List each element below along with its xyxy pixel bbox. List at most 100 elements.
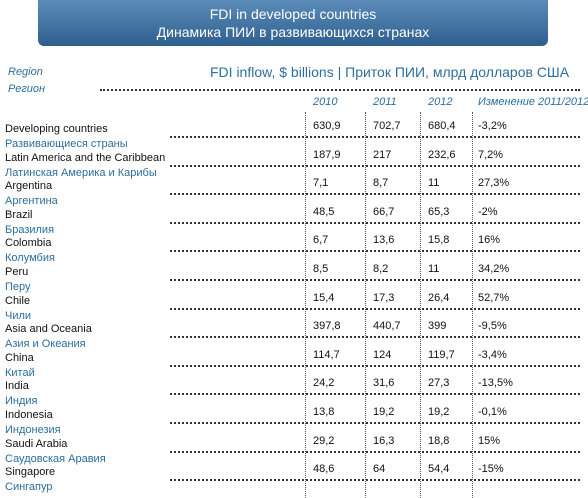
- cell: 15,8: [428, 234, 450, 247]
- header-banner: [38, 0, 548, 46]
- column-separator: [305, 112, 306, 498]
- cell: 11: [428, 263, 440, 275]
- region-label: Region: [8, 66, 43, 78]
- cell: 7,1: [313, 177, 329, 190]
- cell: 48,5: [313, 205, 335, 218]
- row-divider: [170, 221, 580, 224]
- cell: 29,2: [313, 434, 335, 447]
- row-divider: [170, 422, 580, 424]
- cell: 27,3: [428, 377, 450, 390]
- column-separator: [420, 112, 421, 498]
- row-divider: [170, 250, 580, 253]
- row-divider: [170, 336, 580, 339]
- column-header: Изменение 2011/2012: [478, 96, 588, 108]
- row-name: Saudi Arabia: [5, 437, 68, 450]
- cell: 52,7%: [478, 291, 510, 304]
- cell: 65,3: [428, 205, 450, 218]
- cell: 114,7: [313, 348, 340, 361]
- cell: 702,7: [373, 120, 401, 132]
- row-divider: [170, 393, 580, 396]
- row-name-ru: Китай: [5, 366, 35, 379]
- cell: 124: [373, 348, 392, 361]
- row-name: Indonesia: [5, 409, 53, 421]
- row-divider: [170, 364, 580, 367]
- cell: 15,4: [313, 291, 335, 304]
- cell: 64: [373, 463, 386, 476]
- caption: FDI inflow, $ billions | Приток ПИИ, млр…: [210, 64, 570, 80]
- cell: -3,2%: [478, 120, 507, 132]
- row-name-ru: Азия и Океания: [5, 338, 86, 351]
- divider: [100, 89, 580, 91]
- row-name: Peru: [5, 266, 29, 278]
- row-name-ru: Колумбия: [5, 252, 55, 265]
- row-divider: [170, 164, 580, 167]
- column-header: 2011: [373, 96, 397, 108]
- cell: 119,7: [428, 348, 455, 361]
- cell: -2%: [478, 205, 498, 218]
- row-name: Chile: [5, 294, 31, 307]
- cell: 19,2: [428, 406, 450, 418]
- cell: 27,3%: [478, 177, 510, 190]
- cell: 8,2: [373, 263, 389, 275]
- column-header: 2010: [313, 96, 338, 108]
- cell: 54,4: [428, 463, 450, 476]
- column-header: 2012: [428, 96, 453, 108]
- cell: 31,6: [373, 377, 395, 390]
- cell: 24,2: [313, 377, 335, 390]
- title: FDI in developed countries: [209, 6, 377, 22]
- row-name: Singapore: [5, 466, 56, 479]
- row-name: Asia and Oceania: [5, 323, 92, 336]
- row-name-ru: Бразилия: [5, 223, 55, 236]
- cell: -0,1%: [478, 406, 507, 418]
- column-separator: [472, 112, 473, 498]
- row-name-ru: Сингапур: [5, 481, 53, 494]
- row-name-ru: Латинская Америка и Карибы: [5, 166, 157, 179]
- cell: 17,3: [373, 291, 395, 304]
- cell: 8,7: [373, 177, 389, 190]
- cell: 440,7: [373, 320, 401, 333]
- row-name: Developing countries: [5, 123, 108, 135]
- cell: 11: [428, 177, 440, 190]
- row-divider: [170, 307, 580, 310]
- cell: 13,6: [373, 234, 395, 247]
- row-divider: [170, 479, 580, 482]
- cell: 6,7: [313, 234, 329, 247]
- region-label-ru: Регион: [8, 83, 46, 95]
- cell: 680,4: [428, 120, 456, 132]
- row-name-ru: Чили: [5, 309, 32, 322]
- cell: 26,4: [428, 291, 450, 304]
- cell: 48,6: [313, 463, 335, 476]
- cell: 16,3: [373, 434, 395, 447]
- cell: 8,5: [313, 263, 329, 275]
- row-divider: [170, 136, 580, 138]
- row-name-ru: Перу: [5, 281, 31, 293]
- cell: 7,2%: [478, 148, 504, 161]
- cell: 16%: [478, 234, 501, 247]
- row-name-ru: Развивающиеся страны: [5, 138, 128, 150]
- row-divider: [170, 193, 580, 196]
- row-name: Latin America and the Caribbean: [5, 151, 166, 164]
- cell: -3,4%: [478, 348, 507, 361]
- row-name: China: [5, 351, 34, 364]
- cell: 217: [373, 148, 392, 161]
- cell: 19,2: [373, 406, 395, 418]
- cell: 15%: [478, 434, 501, 447]
- cell: 34,2%: [478, 263, 510, 275]
- row-name: Colombia: [5, 237, 52, 250]
- subtitle: Динамика ПИИ в развивающихся странах: [156, 24, 430, 40]
- row-name-ru: Индия: [5, 395, 38, 408]
- row-name: Argentina: [5, 180, 53, 193]
- cell: 66,7: [373, 205, 395, 218]
- cell: 399: [428, 320, 447, 333]
- cell: 18,8: [428, 434, 450, 447]
- column-separator: [365, 112, 366, 498]
- row-divider: [170, 450, 580, 453]
- cell: 397,8: [313, 320, 341, 333]
- row-name: Brazil: [5, 208, 33, 221]
- row-name-ru: Саудовская Аравия: [5, 452, 106, 465]
- row-name: India: [5, 380, 29, 393]
- row-name-ru: Аргентина: [5, 195, 58, 208]
- cell: 13,8: [313, 406, 335, 418]
- cell: 187,9: [313, 148, 341, 161]
